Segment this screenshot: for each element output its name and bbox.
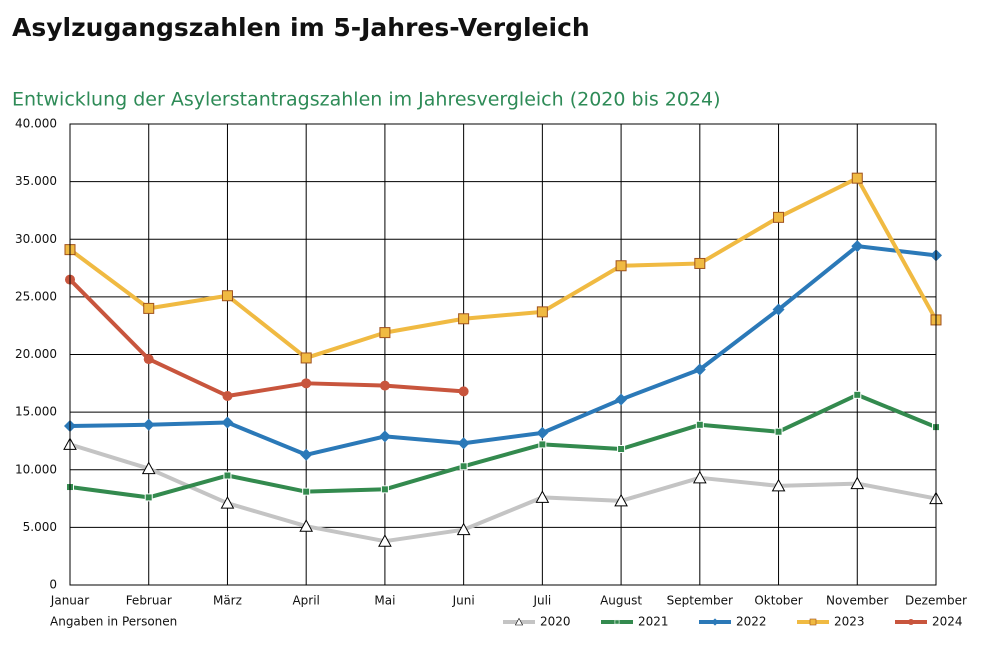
data-point — [380, 485, 389, 494]
data-point — [299, 519, 314, 532]
data-point — [221, 290, 233, 302]
legend-label: 2022 — [736, 615, 767, 629]
plot-border — [69, 123, 937, 586]
data-point — [536, 426, 549, 439]
legend-label: 2020 — [540, 615, 571, 629]
data-point — [615, 393, 628, 406]
data-point — [538, 440, 547, 449]
y-tick-label: 0 — [49, 578, 57, 592]
data-point — [458, 386, 469, 397]
legend-label: 2023 — [834, 615, 865, 629]
data-point — [851, 172, 863, 184]
data-point — [457, 437, 470, 450]
x-tick-label: September — [667, 594, 733, 608]
data-point — [379, 380, 390, 391]
data-point — [850, 476, 865, 490]
y-tick-label: 25.000 — [15, 289, 57, 303]
y-tick-label: 30.000 — [15, 232, 57, 246]
data-point — [459, 462, 468, 471]
note: Angaben in Personen — [50, 615, 177, 629]
series-line — [69, 442, 937, 544]
data-point — [301, 378, 312, 389]
y-tick-label: 20.000 — [15, 347, 57, 361]
data-point — [536, 306, 548, 318]
x-tick-label: November — [826, 594, 888, 608]
data-point — [695, 420, 704, 429]
legend-marker — [809, 618, 817, 626]
data-point — [143, 354, 154, 365]
legend-marker — [614, 619, 620, 625]
legend-marker — [711, 618, 719, 626]
legend-marker — [908, 619, 914, 625]
data-point — [141, 461, 156, 475]
data-point — [772, 303, 785, 316]
data-point — [220, 496, 235, 509]
data-point — [223, 471, 232, 480]
data-point — [456, 522, 471, 536]
series-line — [68, 176, 938, 360]
x-tick-label: Februar — [126, 594, 172, 608]
series-line — [69, 392, 937, 500]
x-tick-label: August — [600, 594, 642, 608]
y-tick-label: 10.000 — [15, 462, 57, 476]
data-point — [617, 445, 626, 454]
data-point — [694, 257, 706, 269]
y-tick-label: 35.000 — [15, 174, 57, 188]
data-point — [458, 313, 470, 325]
y-tick-label: 5.000 — [23, 520, 57, 534]
y-tick-label: 15.000 — [15, 405, 57, 419]
data-point — [614, 493, 628, 507]
data-point — [692, 470, 707, 484]
data-point — [222, 390, 233, 401]
data-point — [774, 427, 783, 436]
data-point — [615, 260, 627, 272]
data-point — [851, 240, 864, 253]
x-tick-label: Dezember — [905, 594, 967, 608]
legend-label: 2024 — [932, 615, 963, 629]
data-point — [142, 418, 155, 431]
data-point — [378, 534, 392, 547]
series-line — [69, 244, 937, 457]
data-point — [773, 211, 785, 223]
chart-title: Entwicklung der Asylerstantragszahlen im… — [12, 89, 721, 111]
legend-marker — [514, 617, 524, 626]
data-point — [693, 363, 706, 376]
data-point — [300, 448, 313, 461]
data-point — [143, 302, 155, 314]
x-tick-label: Oktober — [754, 594, 802, 608]
legend-label: 2021 — [638, 615, 669, 629]
data-point — [771, 478, 786, 492]
data-point — [300, 352, 312, 364]
x-tick-label: Juni — [452, 594, 475, 608]
y-tick-label: 40.000 — [15, 117, 57, 131]
data-point — [144, 493, 153, 502]
data-point — [302, 487, 311, 496]
x-tick-label: März — [213, 594, 242, 608]
page-title: Asylzugangszahlen im 5-Jahres-Vergleich — [12, 13, 590, 42]
data-point — [379, 327, 391, 339]
series-line — [68, 278, 464, 398]
x-tick-label: Januar — [50, 594, 89, 608]
x-tick-label: April — [292, 594, 319, 608]
data-point — [535, 490, 550, 503]
data-point — [378, 430, 391, 443]
data-point — [221, 416, 234, 429]
x-tick-label: Juli — [532, 594, 551, 608]
data-point — [853, 390, 862, 399]
x-tick-label: Mai — [374, 594, 395, 608]
